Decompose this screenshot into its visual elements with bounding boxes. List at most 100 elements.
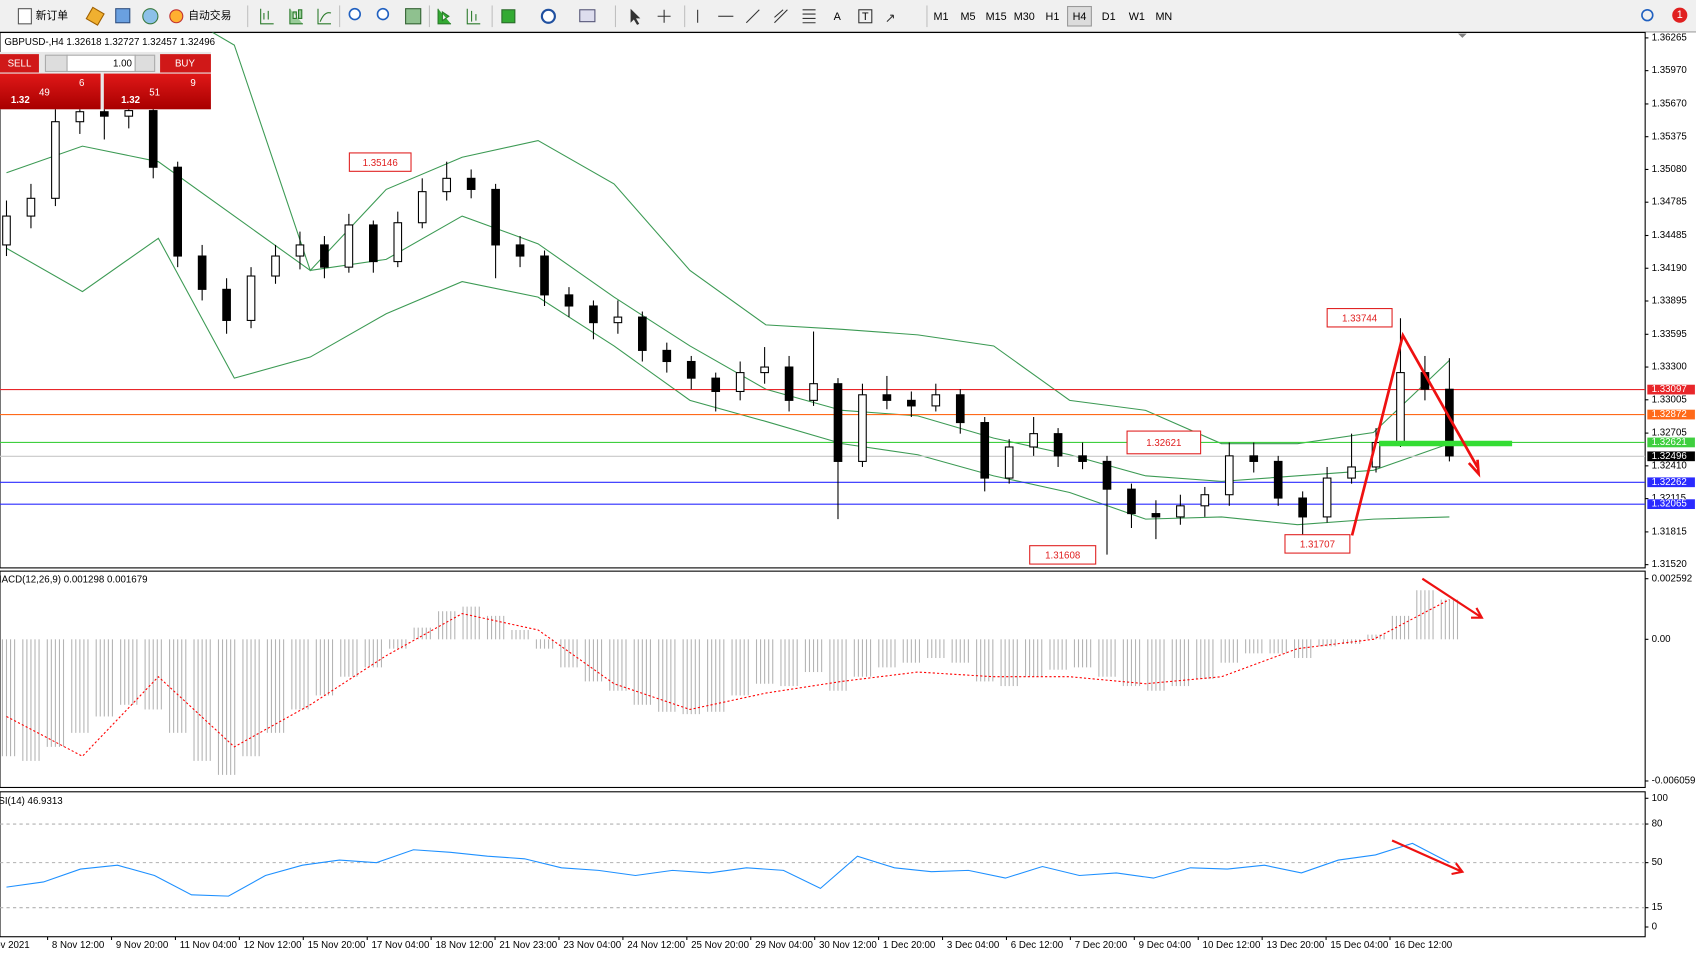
x-tick-label: 9 Dec 04:00 <box>1139 940 1192 951</box>
candle-body <box>320 244 329 268</box>
price-level-label: 1.32065 <box>1652 499 1687 510</box>
button-label: SELL <box>8 58 32 69</box>
candle-body <box>735 372 745 393</box>
tile-windows[interactable] <box>405 8 422 25</box>
icon[interactable] <box>289 8 303 25</box>
timeframe-button[interactable]: M30 <box>1014 11 1035 23</box>
x-tick-label: 17 Nov 04:00 <box>372 940 430 951</box>
x-tick-label: 25 Nov 20:00 <box>691 940 749 951</box>
text-tool[interactable]: A <box>834 11 842 23</box>
candle-body <box>540 255 549 296</box>
candle-body <box>124 110 134 117</box>
candle-body <box>931 394 941 407</box>
lot-up[interactable] <box>134 54 156 72</box>
x-tick-label: 6 Dec 12:00 <box>1011 940 1064 951</box>
candle-body <box>1347 466 1356 479</box>
y-tick-label: 1.33005 <box>1652 394 1687 405</box>
indicators[interactable] <box>501 9 516 24</box>
timeframe-button[interactable]: M5 <box>961 11 976 23</box>
x-tick-label: 8 Nov 12:00 <box>52 940 105 951</box>
timeframe-button[interactable]: H1 <box>1046 11 1060 23</box>
candle-body <box>2 215 11 246</box>
candle-body <box>858 394 867 462</box>
crosshair-tool[interactable] <box>657 9 671 23</box>
timeframe-button[interactable]: W1 <box>1129 11 1145 23</box>
y-tick-label: 1.33300 <box>1652 362 1688 373</box>
candle-body <box>197 255 207 290</box>
x-tick-label: 12 Nov 12:00 <box>244 940 302 951</box>
macd-panel <box>0 570 1646 789</box>
channel-tool[interactable] <box>774 9 788 24</box>
box-bg <box>103 73 211 110</box>
macd-arrow <box>1421 577 1484 619</box>
price-level-box <box>1647 384 1695 395</box>
macd-tick-label: -0.006059 <box>1652 776 1696 787</box>
fibo-tool[interactable] <box>802 9 816 24</box>
price-annotation-box <box>1126 430 1202 455</box>
timeframe-button[interactable]: M1 <box>934 11 949 23</box>
price-annotation: 1.31608 <box>1045 551 1080 562</box>
candle-body <box>980 422 990 479</box>
sell-button[interactable]: SELL <box>0 54 39 73</box>
new-order-button[interactable]: 新订单 <box>17 8 68 25</box>
candle-body <box>564 294 574 307</box>
price-pips: 51 <box>149 88 160 99</box>
label-tool[interactable]: T <box>862 11 869 23</box>
candle-body <box>1249 455 1259 462</box>
rsi-tick-label: 15 <box>1652 902 1663 913</box>
timeframe-button[interactable]: M15 <box>986 11 1007 23</box>
y-tick-label: 1.35080 <box>1652 164 1688 175</box>
candle-body <box>515 244 525 257</box>
icon[interactable] <box>142 8 159 25</box>
active-timeframe <box>1067 5 1092 27</box>
macd-plot <box>1 590 1459 775</box>
notification-badge[interactable] <box>1672 7 1688 23</box>
candle-body <box>1029 433 1038 448</box>
candle-body <box>99 111 109 117</box>
candle-body <box>295 244 305 257</box>
trade-panel: SELL 1.00 BUY 1.32 49 6 1.32 51 9 <box>0 51 211 110</box>
y-tick-label: 1.34190 <box>1652 263 1688 274</box>
candle-body <box>882 394 892 401</box>
price-level-box <box>1647 409 1695 420</box>
zoom-in[interactable] <box>348 7 361 21</box>
ask-box[interactable]: 1.32 51 9 <box>103 73 211 110</box>
candle-body <box>1200 494 1210 507</box>
icon[interactable] <box>260 8 274 25</box>
zoom-out[interactable] <box>376 7 390 21</box>
lot-down[interactable] <box>44 54 68 72</box>
price-level-label: 1.32496 <box>1652 451 1687 462</box>
templates[interactable] <box>579 9 596 23</box>
timeframe-button[interactable]: D1 <box>1102 11 1116 23</box>
icon[interactable] <box>85 6 105 26</box>
cursor-tool[interactable] <box>630 8 641 25</box>
candle-body <box>613 316 623 324</box>
icon[interactable] <box>466 8 481 25</box>
timeframe-button[interactable]: H4 <box>1073 11 1087 23</box>
x-tick-label: 16 Dec 12:00 <box>1394 940 1452 951</box>
timeframe-button[interactable]: MN <box>1155 11 1172 23</box>
y-tick-label: 1.31815 <box>1652 526 1687 537</box>
icon[interactable] <box>317 8 332 25</box>
auto-trading-button[interactable]: 自动交易 <box>169 8 232 24</box>
periods[interactable] <box>540 8 556 24</box>
arrow-tool[interactable] <box>886 14 894 23</box>
bid-box[interactable]: 1.32 49 6 <box>0 73 101 110</box>
rsi-tick-label: 50 <box>1652 857 1663 868</box>
buy-button[interactable]: BUY <box>160 54 211 73</box>
price-level-box <box>1647 499 1695 510</box>
rsi-arrow <box>1391 839 1465 876</box>
x-tick-label: 23 Nov 04:00 <box>563 940 621 951</box>
candle-body <box>907 399 916 407</box>
chart-shift-marker[interactable] <box>1458 33 1467 38</box>
y-tick-label: 1.35670 <box>1652 99 1688 110</box>
candle-body <box>1224 455 1234 496</box>
trendline-tool[interactable] <box>745 9 760 24</box>
search-button[interactable] <box>1641 8 1654 22</box>
icon[interactable] <box>437 8 452 25</box>
candle-body <box>393 222 403 263</box>
candle-body <box>344 224 354 268</box>
price-pips: 49 <box>39 88 50 99</box>
y-tick-label: 1.32115 <box>1652 493 1686 504</box>
icon[interactable] <box>115 8 131 24</box>
